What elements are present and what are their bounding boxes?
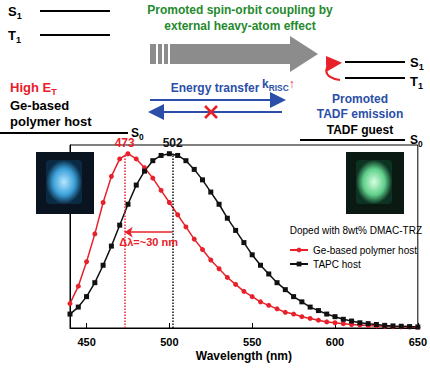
svg-text:High ET: High ET bbox=[10, 80, 57, 97]
svg-text:Wavelength (nm): Wavelength (nm) bbox=[196, 349, 292, 363]
svg-text:Ge-based polymer host: Ge-based polymer host bbox=[313, 245, 417, 256]
svg-text:650: 650 bbox=[409, 336, 427, 348]
svg-text:450: 450 bbox=[77, 336, 95, 348]
svg-text:Doped with 8wt% DMAC-TRZ: Doped with 8wt% DMAC-TRZ bbox=[290, 225, 422, 236]
svg-text:TAPC host: TAPC host bbox=[313, 259, 361, 270]
svg-text:external heavy-atom effect: external heavy-atom effect bbox=[164, 19, 315, 33]
svg-text:kRISC↑: kRISC↑ bbox=[262, 77, 295, 93]
svg-text:473: 473 bbox=[115, 136, 135, 150]
svg-text:T1: T1 bbox=[8, 28, 21, 45]
svg-text:500: 500 bbox=[160, 336, 178, 348]
svg-text:TADF emission: TADF emission bbox=[317, 107, 403, 121]
svg-text:S1: S1 bbox=[410, 55, 424, 72]
svg-text:Δλ=~30 nm: Δλ=~30 nm bbox=[119, 236, 178, 248]
svg-text:Ge-based: Ge-based bbox=[10, 98, 69, 113]
svg-text:TADF guest: TADF guest bbox=[327, 123, 393, 137]
svg-text:S0: S0 bbox=[410, 133, 423, 149]
svg-text:polymer host: polymer host bbox=[10, 114, 92, 129]
svg-text:550: 550 bbox=[243, 336, 261, 348]
svg-text:600: 600 bbox=[326, 336, 344, 348]
svg-text:S0: S0 bbox=[131, 126, 144, 142]
svg-text:502: 502 bbox=[163, 136, 183, 150]
svg-text:T1: T1 bbox=[410, 74, 423, 91]
svg-text:Energy transfer: Energy transfer bbox=[171, 81, 260, 95]
svg-text:S1: S1 bbox=[8, 4, 22, 21]
svg-text:Promoted spin-orbit coupling b: Promoted spin-orbit coupling by bbox=[147, 3, 333, 17]
svg-text:Promoted: Promoted bbox=[332, 92, 388, 106]
